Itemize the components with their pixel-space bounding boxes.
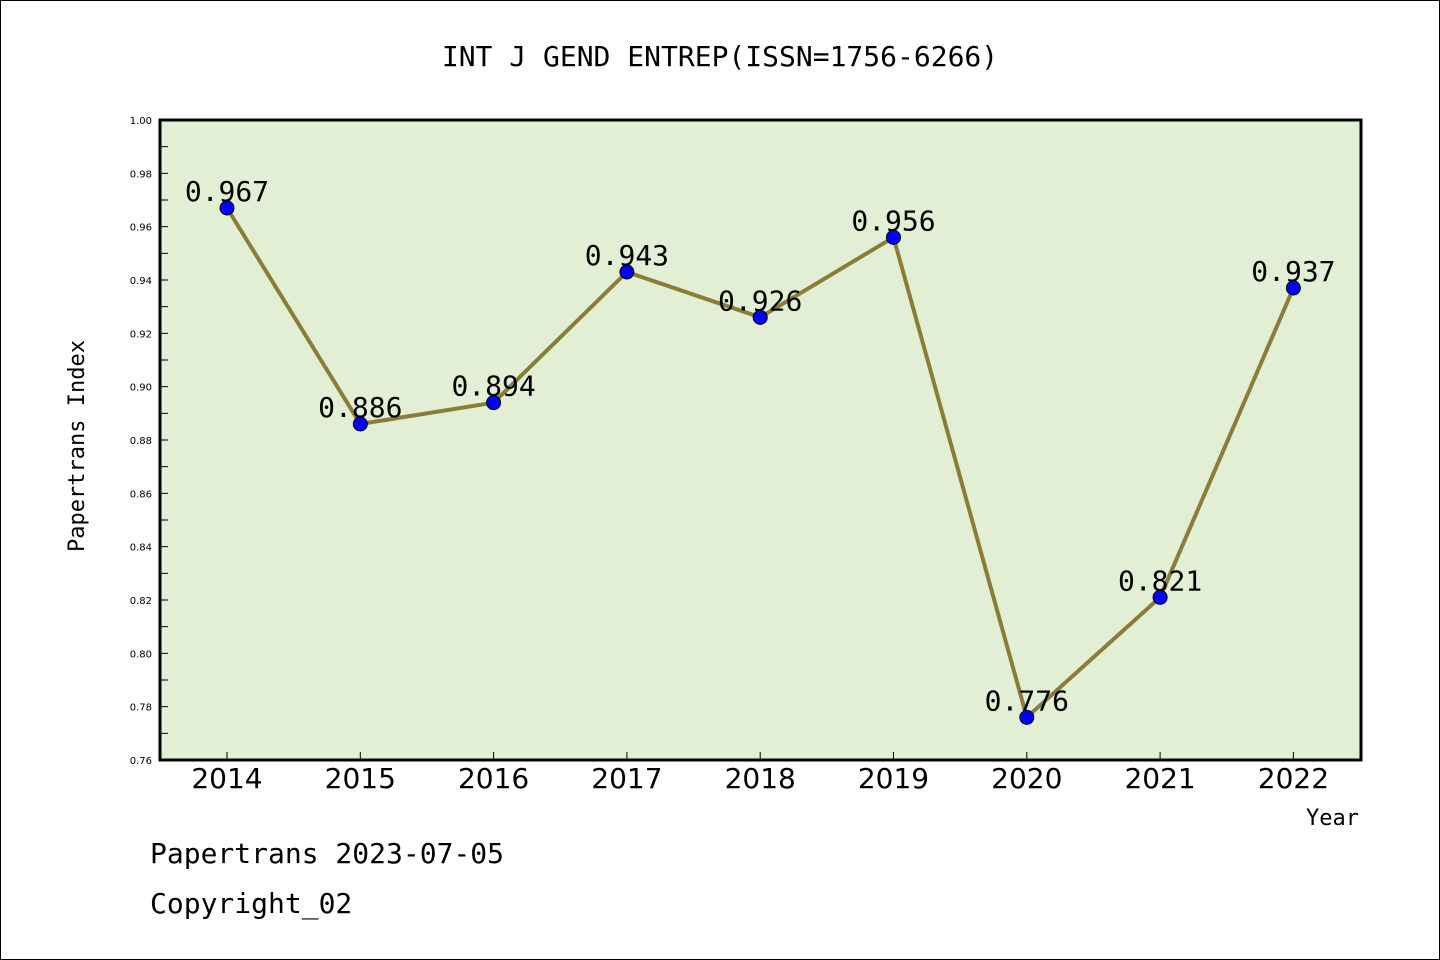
data-label: 0.943 [585,239,669,272]
x-tick-label: 2016 [458,762,529,795]
data-label: 0.776 [985,684,1069,717]
data-point [1152,589,1168,605]
data-label: 0.956 [851,204,935,237]
y-tick-label: 0.92 [130,329,152,340]
y-tick-label: 0.80 [130,649,152,660]
footer-date: Papertrans 2023-07-05 [150,837,504,870]
y-tick-label: 0.98 [130,169,152,180]
data-point [1019,709,1035,725]
plot-area [158,118,1363,762]
y-tick-label: 0.84 [130,543,152,554]
data-point [886,229,901,245]
x-tick-label: 2022 [1258,762,1329,795]
y-tick-label: 0.78 [130,703,152,714]
y-tick-label: 0.90 [130,383,152,394]
y-tick-label: 0.76 [130,756,152,767]
data-label: 0.967 [185,175,269,208]
x-tick-label: 2020 [991,762,1062,795]
x-axis: 2014 2015 2016 2017 2018 2019 2020 2021 2022 [191,752,1329,795]
data-label: 0.926 [718,284,802,317]
x-tick-label: 2014 [191,762,262,795]
y-tick-label: 1.00 [130,116,152,127]
data-labels: 0.967 0.886 0.894 0.943 0.926 0.956 0.776 0.821… [185,175,1336,717]
data-point [752,309,768,325]
data-point [1285,280,1301,296]
y-axis-label: Papertrans Index [65,340,90,552]
y-tick-label: 0.86 [130,489,152,500]
y-tick-label: 0.94 [130,276,152,287]
footer-copyright: Copyright_02 [150,887,352,921]
x-tick-label: 2017 [591,762,662,795]
data-point [486,395,502,411]
data-point [219,200,235,216]
x-tick-label: 2015 [325,762,396,795]
data-point [619,264,635,280]
x-tick-label: 2021 [1124,762,1195,795]
data-points [219,200,1301,725]
y-axis: 0.76 0.78 0.80 0.82 0.84 0.86 0.88 0.90 0.92 0.94… [130,116,168,767]
x-tick-label: 2019 [858,762,929,795]
y-tick-label: 0.96 [130,223,152,234]
data-label: 0.886 [318,391,402,424]
data-label: 0.894 [451,370,535,403]
chart-title: INT J GEND ENTREP(ISSN=1756-6266) [442,40,998,73]
data-label: 0.821 [1118,564,1202,597]
y-tick-label: 0.88 [130,436,152,447]
x-tick-label: 2018 [725,762,796,795]
x-axis-label: Year [1306,806,1359,831]
y-tick-label: 0.82 [130,596,152,607]
data-label: 0.937 [1251,255,1335,288]
data-point [352,416,368,432]
